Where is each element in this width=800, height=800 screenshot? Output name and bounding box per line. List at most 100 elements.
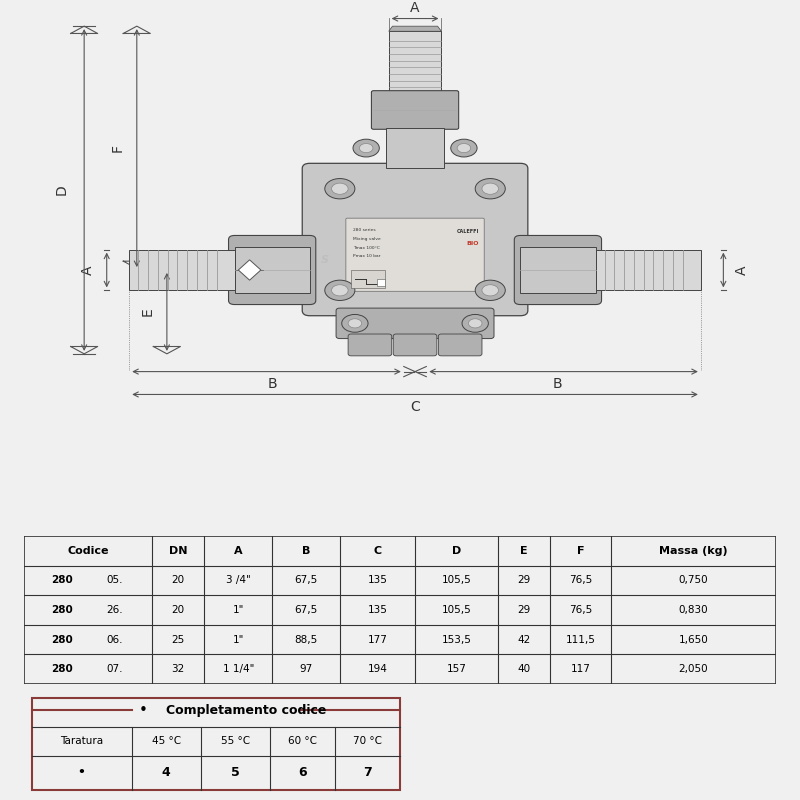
Text: A: A bbox=[81, 266, 95, 274]
Bar bbox=[130, 250, 234, 290]
Text: 97: 97 bbox=[299, 664, 313, 674]
Text: A: A bbox=[410, 2, 420, 15]
Text: 07.: 07. bbox=[106, 664, 122, 674]
Text: 67,5: 67,5 bbox=[294, 575, 318, 586]
Ellipse shape bbox=[475, 178, 506, 199]
Ellipse shape bbox=[348, 318, 362, 328]
Text: 20: 20 bbox=[171, 605, 185, 615]
Text: 3 /4": 3 /4" bbox=[226, 575, 250, 586]
Ellipse shape bbox=[325, 280, 355, 301]
Text: 6: 6 bbox=[298, 766, 306, 779]
Text: E: E bbox=[141, 307, 155, 316]
Text: 1 1/4": 1 1/4" bbox=[222, 664, 254, 674]
Text: Taratura: Taratura bbox=[60, 736, 103, 746]
FancyBboxPatch shape bbox=[336, 308, 494, 338]
Text: 280: 280 bbox=[50, 575, 73, 586]
Text: 76,5: 76,5 bbox=[569, 605, 592, 615]
Text: S: S bbox=[321, 255, 329, 265]
Text: D: D bbox=[452, 546, 461, 556]
Text: 153,5: 153,5 bbox=[442, 634, 471, 645]
FancyBboxPatch shape bbox=[371, 90, 458, 130]
Text: 280: 280 bbox=[50, 605, 73, 615]
Text: 194: 194 bbox=[367, 664, 387, 674]
Ellipse shape bbox=[359, 143, 373, 153]
Ellipse shape bbox=[482, 285, 498, 296]
Text: 25: 25 bbox=[171, 634, 185, 645]
Text: 76,5: 76,5 bbox=[569, 575, 592, 586]
Bar bbox=[234, 247, 310, 293]
Text: Pmax 10 bar: Pmax 10 bar bbox=[354, 254, 381, 258]
Text: 26.: 26. bbox=[106, 605, 122, 615]
Text: 111,5: 111,5 bbox=[566, 634, 595, 645]
Ellipse shape bbox=[462, 314, 488, 332]
Bar bbox=[351, 270, 385, 288]
Text: CALEFFI: CALEFFI bbox=[457, 230, 479, 234]
Text: 1,650: 1,650 bbox=[678, 634, 708, 645]
Text: 40: 40 bbox=[518, 664, 530, 674]
Text: 280: 280 bbox=[50, 634, 73, 645]
Text: BIO: BIO bbox=[466, 241, 479, 246]
Text: 105,5: 105,5 bbox=[442, 605, 471, 615]
Text: 105,5: 105,5 bbox=[442, 575, 471, 586]
Text: Mixing valve: Mixing valve bbox=[354, 237, 381, 241]
Ellipse shape bbox=[450, 139, 477, 157]
Text: A: A bbox=[234, 546, 242, 556]
Ellipse shape bbox=[342, 314, 368, 332]
Bar bbox=[378, 278, 385, 286]
Text: A: A bbox=[735, 266, 749, 274]
Ellipse shape bbox=[475, 280, 506, 301]
FancyBboxPatch shape bbox=[346, 218, 484, 291]
Bar bbox=[386, 128, 444, 168]
FancyBboxPatch shape bbox=[438, 334, 482, 356]
Polygon shape bbox=[389, 26, 442, 31]
Ellipse shape bbox=[457, 143, 470, 153]
FancyBboxPatch shape bbox=[229, 235, 316, 305]
Text: DN: DN bbox=[169, 546, 187, 556]
Text: 4: 4 bbox=[162, 766, 170, 779]
Text: 88,5: 88,5 bbox=[294, 634, 318, 645]
Text: 67,5: 67,5 bbox=[294, 605, 318, 615]
Text: 280 series: 280 series bbox=[354, 228, 376, 232]
FancyBboxPatch shape bbox=[348, 334, 392, 356]
Bar bbox=[520, 247, 595, 293]
FancyBboxPatch shape bbox=[514, 235, 602, 305]
Text: 45 °C: 45 °C bbox=[151, 736, 181, 746]
FancyBboxPatch shape bbox=[394, 334, 437, 356]
Text: 20: 20 bbox=[171, 575, 185, 586]
Text: 29: 29 bbox=[518, 575, 530, 586]
Text: F: F bbox=[577, 546, 584, 556]
Ellipse shape bbox=[331, 183, 348, 194]
Text: •: • bbox=[78, 766, 86, 779]
Text: 1": 1" bbox=[233, 634, 244, 645]
Text: 157: 157 bbox=[446, 664, 466, 674]
Ellipse shape bbox=[331, 285, 348, 296]
Text: C: C bbox=[410, 400, 420, 414]
Text: C: C bbox=[374, 546, 382, 556]
Text: 32: 32 bbox=[171, 664, 185, 674]
Ellipse shape bbox=[469, 318, 482, 328]
Polygon shape bbox=[238, 260, 261, 280]
Text: E: E bbox=[520, 546, 528, 556]
Text: Massa (kg): Massa (kg) bbox=[659, 546, 727, 556]
Text: 117: 117 bbox=[570, 664, 590, 674]
Text: 177: 177 bbox=[367, 634, 387, 645]
Text: 60 °C: 60 °C bbox=[288, 736, 317, 746]
Text: 55 °C: 55 °C bbox=[221, 736, 250, 746]
Text: 0,830: 0,830 bbox=[678, 605, 708, 615]
Text: 7: 7 bbox=[363, 766, 372, 779]
Text: 05.: 05. bbox=[106, 575, 122, 586]
Text: 06.: 06. bbox=[106, 634, 122, 645]
Text: 0,750: 0,750 bbox=[678, 575, 708, 586]
Text: 135: 135 bbox=[367, 575, 387, 586]
Ellipse shape bbox=[325, 178, 355, 199]
Text: 135: 135 bbox=[367, 605, 387, 615]
Text: B: B bbox=[302, 546, 310, 556]
Bar bbox=[389, 31, 442, 92]
FancyBboxPatch shape bbox=[302, 163, 528, 316]
Text: •: • bbox=[139, 703, 148, 718]
Text: B: B bbox=[267, 378, 277, 391]
Text: 29: 29 bbox=[518, 605, 530, 615]
Text: B: B bbox=[553, 378, 562, 391]
Text: 2,050: 2,050 bbox=[678, 664, 708, 674]
Text: F: F bbox=[111, 144, 125, 152]
